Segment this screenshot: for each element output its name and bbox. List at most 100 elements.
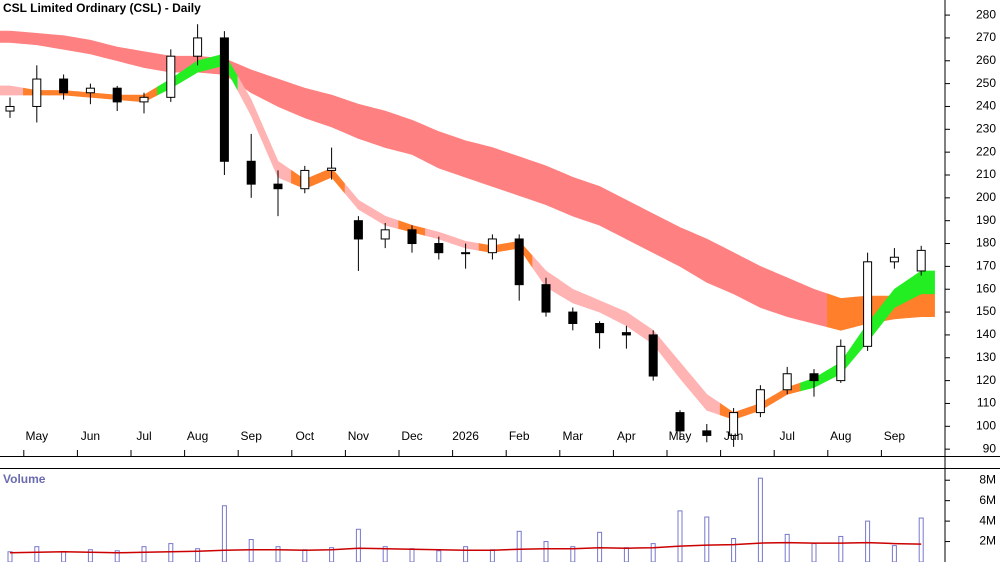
candle-body [112, 87, 122, 103]
candle-body [568, 311, 578, 324]
candle-body [916, 249, 926, 272]
y-tick-label: 250 [976, 76, 996, 90]
y-tick-label: 130 [976, 350, 996, 364]
y-tick-label: 260 [976, 53, 996, 67]
x-tick-label: May [669, 429, 692, 443]
y-tick-label: 220 [976, 144, 996, 158]
volume-bar [891, 545, 897, 562]
y-tick-label: 170 [976, 259, 996, 273]
candle-body [434, 243, 444, 254]
candle-body [889, 256, 899, 263]
candle-body [407, 229, 417, 245]
candles [5, 24, 926, 447]
x-tick-label: Apr [617, 429, 636, 443]
candle-body [836, 345, 846, 382]
candle-body [514, 238, 524, 286]
volume-bar [329, 547, 335, 562]
candle-body [863, 261, 873, 347]
volume-bar [463, 546, 469, 562]
volume-bar [570, 546, 576, 562]
y-tick-label: 210 [976, 167, 996, 181]
candle-body [246, 160, 256, 185]
candle-body [139, 96, 149, 103]
volume-bar [838, 535, 844, 562]
candle-body [541, 284, 551, 313]
x-tick-label: May [25, 429, 48, 443]
candle-body [300, 169, 310, 190]
x-tick-label: Mar [562, 429, 583, 443]
chart-title: CSL Limited Ordinary (CSL) - Daily [3, 1, 201, 15]
x-tick-label: Sep [241, 429, 263, 443]
candle-body [273, 183, 283, 190]
candle-body [461, 252, 471, 255]
candle-body [648, 334, 658, 377]
y-tick-label: 240 [976, 99, 996, 113]
y-tick-label: 120 [976, 373, 996, 387]
bands [0, 30, 935, 420]
y-tick-label: 110 [977, 396, 996, 410]
x-tick-label: Nov [348, 429, 369, 443]
volume-ma-line [9, 541, 922, 554]
candle-body [219, 37, 229, 162]
y-tick-label: 160 [976, 281, 996, 295]
y-tick-label: 200 [976, 190, 996, 204]
y-tick-label: 140 [976, 327, 996, 341]
candle-body [85, 87, 95, 94]
candle-body [5, 105, 15, 112]
volume-tick-label: 2M [979, 534, 996, 548]
volume-bar [87, 549, 93, 562]
candle-body [729, 412, 739, 436]
candle-body [595, 322, 605, 334]
band-segment [0, 30, 24, 44]
candle-body [675, 412, 685, 432]
volume-panel [7, 477, 924, 562]
x-tick-label: Oct [295, 429, 314, 443]
candle-body [353, 220, 363, 240]
candle-body [621, 332, 631, 336]
candle-body [166, 55, 176, 98]
candle-body [193, 37, 203, 57]
candle-body [782, 373, 792, 391]
volume-bar [141, 546, 147, 562]
volume-label: Volume [3, 472, 46, 486]
volume-bar [34, 546, 40, 562]
x-tick-label: Jun [81, 429, 100, 443]
candle-body [32, 78, 42, 107]
volume-tick-label: 4M [979, 513, 996, 527]
volume-tick-label: 8M [979, 472, 996, 486]
candle-body [380, 229, 390, 240]
y-tick-label: 100 [976, 418, 996, 432]
volume-bar [731, 537, 737, 562]
x-tick-label: Jul [136, 429, 151, 443]
y-tick-label: 280 [976, 7, 996, 21]
y-tick-label: 150 [976, 304, 996, 318]
band-segment [827, 293, 855, 331]
volume-bar [275, 546, 281, 562]
y-tick-label: 90 [983, 441, 997, 455]
x-tick-label: Aug [187, 429, 208, 443]
x-tick-label: Dec [401, 429, 422, 443]
candle-body [327, 167, 337, 171]
y-tick-label: 190 [976, 213, 996, 227]
volume-tick-label: 6M [979, 493, 996, 507]
volume-bar [382, 546, 388, 562]
candle-body [809, 373, 819, 382]
volume-bar [195, 548, 201, 562]
x-tick-label: Jul [780, 429, 795, 443]
y-tick-label: 180 [976, 236, 996, 250]
x-tick-label: Jun [724, 429, 743, 443]
volume-bar [784, 533, 790, 562]
candle-body [755, 389, 765, 414]
y-tick-label: 270 [976, 30, 996, 44]
candle-body [702, 430, 712, 436]
x-tick-label: Feb [509, 429, 530, 443]
x-tick-label: Aug [830, 429, 851, 443]
y-tick-label: 230 [976, 121, 996, 135]
candle-body [487, 238, 497, 254]
candle-body [59, 78, 69, 94]
x-tick-label: 2026 [452, 429, 479, 443]
